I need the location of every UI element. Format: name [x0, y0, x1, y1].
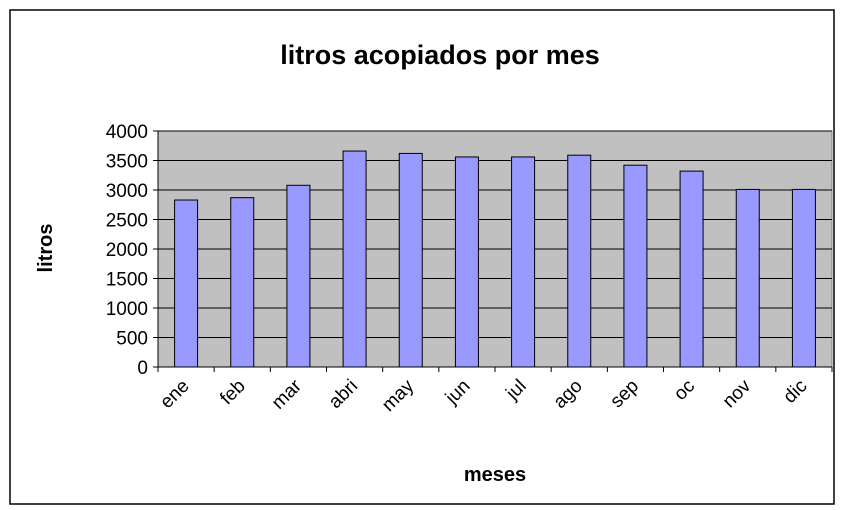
- bar: [174, 199, 199, 368]
- bar: [791, 188, 816, 368]
- bar: [230, 197, 255, 368]
- bar: [735, 188, 760, 368]
- x-axis-label: meses: [464, 464, 526, 486]
- chart-title: litros acopiados por mes: [280, 40, 600, 70]
- y-tick-label: 500: [116, 329, 148, 350]
- y-tick-label: 0: [137, 358, 148, 379]
- y-axis-label: litros: [35, 224, 57, 273]
- y-tick-label: 1000: [106, 299, 148, 320]
- bar: [567, 154, 592, 368]
- y-tick-label: 1500: [106, 270, 148, 291]
- bar: [286, 184, 311, 368]
- y-tick-label: 4000: [106, 122, 148, 143]
- bar: [679, 170, 704, 368]
- y-tick-label: 3000: [106, 181, 148, 202]
- y-tick-label: 3500: [106, 152, 148, 173]
- bar: [454, 156, 479, 368]
- y-tick-label: 2500: [106, 211, 148, 232]
- bar: [398, 152, 423, 368]
- bar: [511, 156, 536, 368]
- y-tick-label: 2000: [106, 240, 148, 261]
- bar: [342, 150, 367, 368]
- bar: [623, 164, 648, 368]
